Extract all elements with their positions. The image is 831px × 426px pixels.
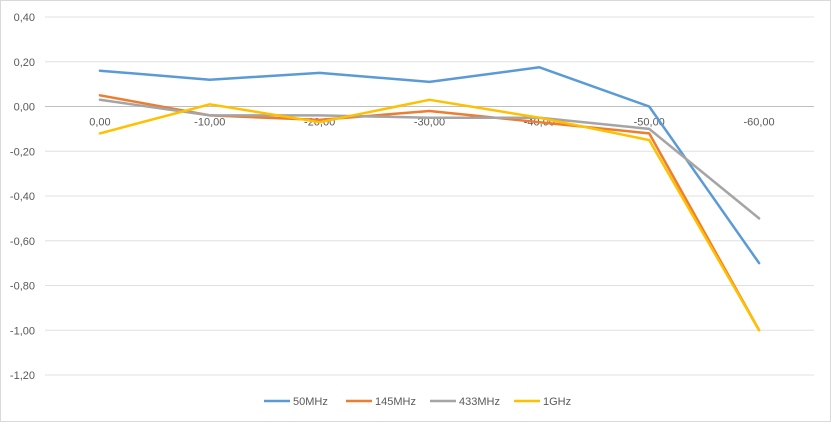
- legend-item-145mhz: 145MHz: [346, 396, 416, 408]
- legend-label: 50MHz: [293, 396, 328, 408]
- series-line-433mhz: [98, 98, 761, 220]
- legend-label: 1GHz: [543, 396, 571, 408]
- y-axis-tick-labels: 0,40 0,20 0,00 -0,20 -0,40 -0,60 -0,80 -1,00 -1,…: [10, 12, 35, 382]
- series-line-1ghz: [98, 98, 761, 332]
- y-tick-label: 0,40: [14, 12, 35, 24]
- legend-item-433mhz: 433MHz: [430, 396, 500, 408]
- y-tick-label: 0,00: [14, 102, 35, 114]
- legend-item-50mhz: 50MHz: [264, 396, 328, 408]
- legend: 50MHz 145MHz 433MHz 1GHz: [264, 396, 571, 408]
- x-tick-label: -10,00: [194, 117, 225, 129]
- series-lines: [98, 66, 761, 332]
- y-tick-label: -0,40: [10, 191, 35, 203]
- y-tick-label: -0,20: [10, 146, 35, 158]
- series-line-145mhz: [98, 94, 761, 332]
- legend-label: 145MHz: [375, 396, 416, 408]
- x-tick-label: -60,00: [743, 117, 774, 129]
- y-tick-label: -0,80: [10, 281, 35, 293]
- legend-item-1ghz: 1GHz: [514, 396, 571, 408]
- y-tick-label: -0,60: [10, 236, 35, 248]
- y-tick-label: -1,00: [10, 325, 35, 337]
- gridlines: [45, 16, 814, 376]
- y-tick-label: -1,20: [10, 370, 35, 382]
- y-tick-label: 0,20: [14, 57, 35, 69]
- series-line-50mhz: [98, 66, 761, 265]
- legend-label: 433MHz: [459, 396, 500, 408]
- x-tick-label: 0,00: [89, 117, 110, 129]
- x-tick-label: -30,00: [414, 117, 445, 129]
